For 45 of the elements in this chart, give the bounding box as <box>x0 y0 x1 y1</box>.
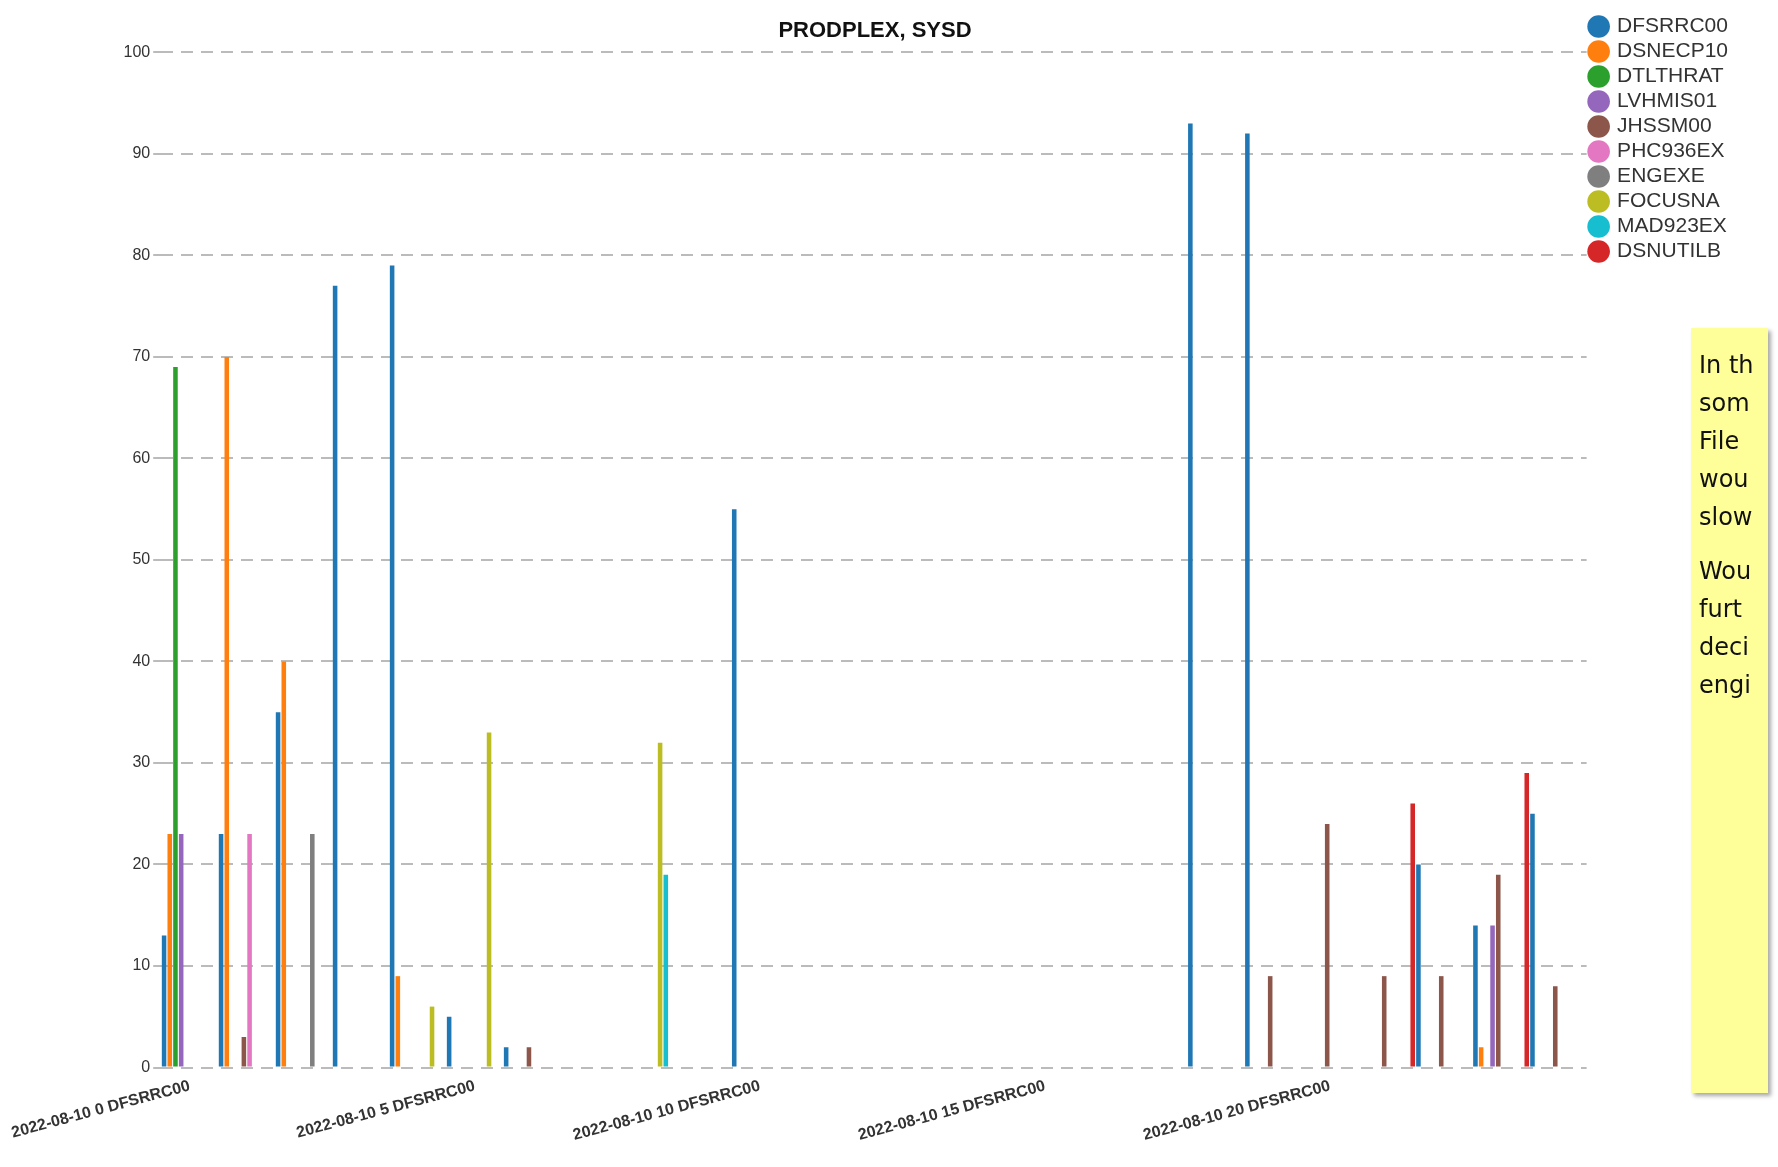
y-tick-label: 70 <box>132 347 151 365</box>
bar <box>526 1047 532 1067</box>
legend-label: ENGEXE <box>1617 163 1705 187</box>
legend-label: FOCUSNA <box>1617 188 1720 212</box>
bar <box>310 834 315 1067</box>
legend-label: LVHMIS01 <box>1617 88 1718 112</box>
bar <box>1438 976 1444 1067</box>
y-tick-label: 90 <box>132 144 151 162</box>
text: Wou furt deci engi <box>1699 556 1753 701</box>
legend-label: PHC936EX <box>1617 138 1725 162</box>
bar <box>503 1047 509 1067</box>
y-tick-label: 10 <box>132 956 151 974</box>
bar <box>731 509 737 1067</box>
bar <box>1245 133 1250 1067</box>
bar <box>224 356 230 1067</box>
legend-label: DFSRRC00 <box>1617 13 1728 37</box>
y-tick-label: 0 <box>141 1057 151 1075</box>
y-tick-label: 50 <box>132 550 151 568</box>
bar <box>1524 773 1530 1067</box>
legend-label: DSNUTILB <box>1617 238 1721 262</box>
bar <box>1530 813 1535 1067</box>
chart-title: PRODPLEX, SYSD <box>778 17 972 43</box>
y-tick-label: 20 <box>132 854 151 872</box>
bar <box>1495 874 1501 1067</box>
bar <box>241 1037 247 1067</box>
bar <box>1552 986 1558 1067</box>
bar <box>167 834 173 1067</box>
legend-label: DSNECP10 <box>1617 38 1729 62</box>
legend-label: MAD923EX <box>1617 213 1727 237</box>
bar <box>173 367 178 1067</box>
bar <box>1473 925 1478 1067</box>
y-tick-label: 40 <box>132 651 151 669</box>
y-tick-label: 30 <box>132 753 151 771</box>
y-tick-label: 60 <box>132 448 151 466</box>
y-tick-label: 100 <box>123 42 151 60</box>
bar <box>1416 864 1421 1067</box>
y-tick-label: 80 <box>132 245 151 263</box>
bar <box>1188 123 1193 1067</box>
bar <box>247 834 252 1067</box>
bar <box>1478 1047 1484 1067</box>
legend-label: DTLTHRAT <box>1617 63 1724 87</box>
text: In th som File wou slow <box>1699 350 1755 533</box>
bar <box>1490 925 1495 1067</box>
bar <box>1410 803 1415 1067</box>
legend-label: JHSSM00 <box>1617 113 1712 137</box>
